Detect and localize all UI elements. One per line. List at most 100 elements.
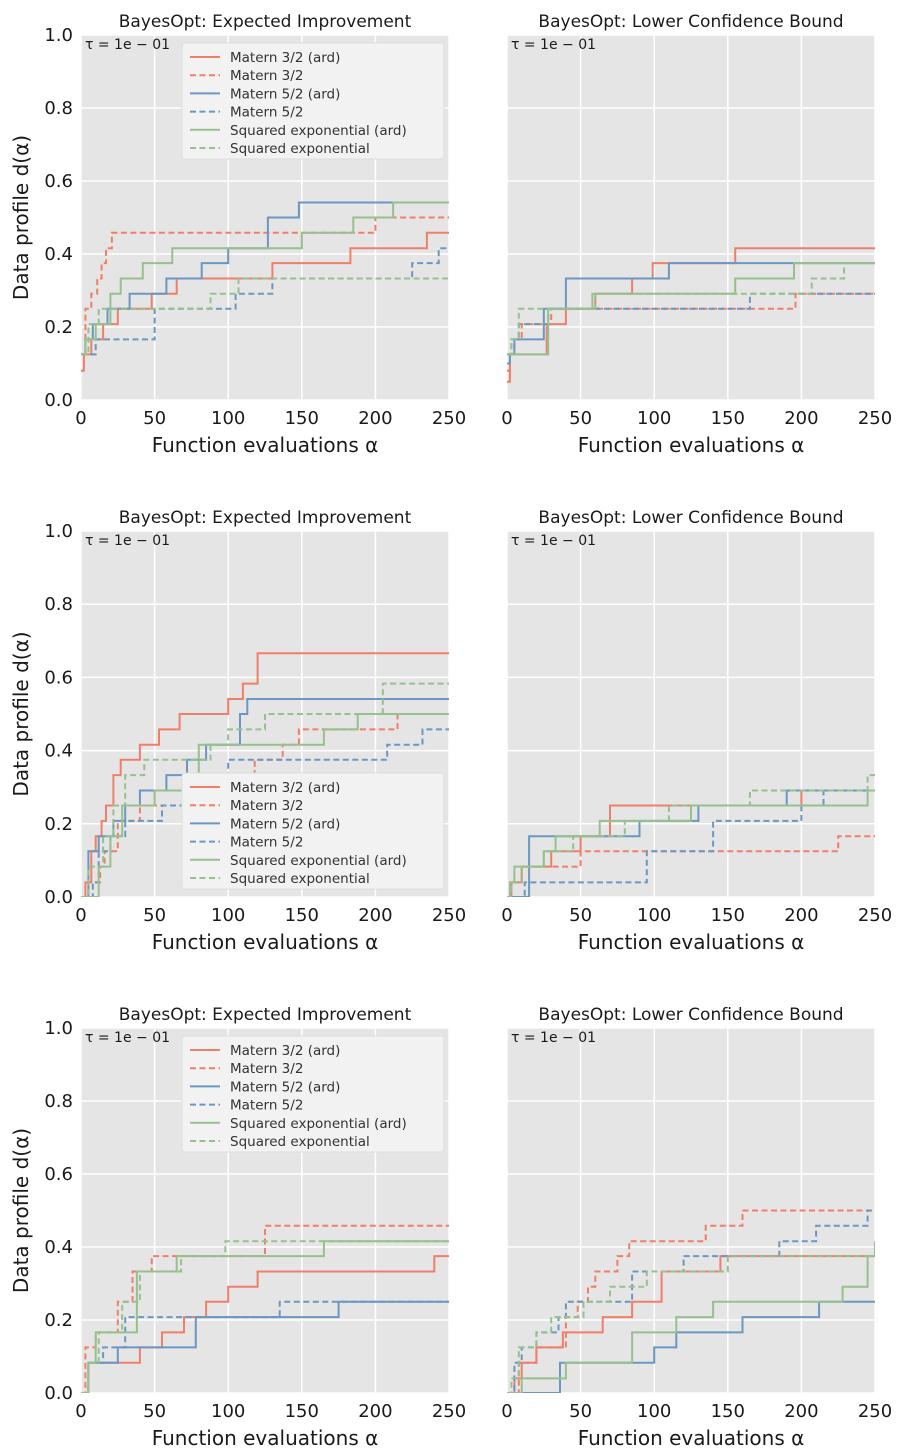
x-tick-label: 150 [285, 408, 319, 429]
x-tick-label: 200 [784, 905, 818, 926]
y-tick-label: 0.2 [44, 317, 73, 338]
legend-label: Squared exponential [230, 871, 370, 887]
legend-box [181, 1035, 445, 1153]
tau-annotation: τ = 1e − 01 [511, 1030, 596, 1046]
legend-label: Matern 5/2 (ard) [230, 816, 340, 832]
x-tick-label: 0 [501, 1401, 512, 1422]
x-axis-label: Function evaluations α [152, 433, 379, 457]
series-line-squared-exponential [81, 1240, 449, 1393]
y-tick-label: 0.2 [44, 814, 73, 835]
y-tick-label: 0.8 [44, 98, 73, 119]
x-tick-label: 100 [637, 408, 671, 429]
x-tick-label: 200 [358, 1401, 392, 1422]
x-axis-label: Function evaluations α [578, 1426, 805, 1450]
panel-2 [506, 34, 876, 401]
y-tick-label: 0.4 [44, 1237, 73, 1258]
y-tick-label: 1.0 [44, 1018, 73, 1039]
x-tick-label: 150 [711, 1401, 745, 1422]
x-tick-label: 100 [637, 905, 671, 926]
y-tick-label: 0.4 [44, 741, 73, 762]
y-tick-label: 0.8 [44, 594, 73, 615]
tau-annotation: τ = 1e − 01 [511, 533, 596, 549]
series-line-matern-3-2 [81, 1224, 449, 1393]
chart-title: BayesOpt: Lower Confidence Bound [538, 508, 843, 528]
x-tick-label: 250 [432, 1401, 466, 1422]
y-tick-label: 1.0 [44, 521, 73, 542]
series-line-squared-exponential-ard- [507, 1241, 875, 1393]
series-group [507, 247, 875, 383]
x-tick-label: 50 [569, 1401, 592, 1422]
y-tick-label: 0.6 [44, 171, 73, 192]
panel-6 [506, 1027, 876, 1394]
legend-label: Matern 3/2 (ard) [230, 1043, 340, 1059]
x-tick-label: 250 [432, 905, 466, 926]
y-tick-label: 0.0 [44, 1383, 73, 1404]
series-group [507, 774, 875, 897]
chart-title: BayesOpt: Expected Improvement [119, 12, 412, 32]
legend-label: Matern 3/2 [230, 1061, 303, 1077]
series-line-matern-5-2-ard- [507, 1300, 875, 1393]
x-tick-label: 0 [75, 905, 86, 926]
legend-label: Matern 5/2 [230, 835, 303, 851]
y-axis-label: Data profile d(α) [9, 135, 33, 300]
legend-label: Squared exponential [230, 1134, 370, 1150]
tau-annotation: τ = 1e − 01 [511, 37, 596, 53]
y-tick-label: 0.0 [44, 887, 73, 908]
series-line-squared-exponential [507, 1255, 875, 1393]
y-tick-label: 0.2 [44, 1310, 73, 1331]
legend-label: Squared exponential (ard) [230, 123, 407, 139]
x-axis-label: Function evaluations α [578, 433, 805, 457]
series-line-squared-exponential-ard- [507, 262, 875, 356]
x-tick-label: 0 [501, 905, 512, 926]
series-group [507, 1209, 875, 1393]
y-axis-label: Data profile d(α) [9, 1128, 33, 1293]
legend-label: Matern 5/2 (ard) [230, 1079, 340, 1095]
x-tick-label: 100 [211, 905, 245, 926]
plot-background [507, 531, 875, 897]
legend: Matern 3/2 (ard) Matern 3/2 Matern 5/2 (ar… [181, 42, 445, 160]
x-tick-label: 50 [569, 905, 592, 926]
legend-label: Matern 3/2 (ard) [230, 50, 340, 66]
legend-label: Matern 3/2 (ard) [230, 780, 340, 796]
series-group [81, 652, 449, 897]
y-axis-label: Data profile d(α) [9, 631, 33, 796]
x-tick-label: 250 [858, 1401, 892, 1422]
chart-title: BayesOpt: Lower Confidence Bound [538, 1005, 843, 1025]
tau-annotation: τ = 1e − 01 [85, 533, 170, 549]
x-tick-label: 50 [143, 408, 166, 429]
legend-label: Matern 3/2 [230, 68, 303, 84]
y-tick-label: 0.4 [44, 244, 73, 265]
y-tick-label: 0.6 [44, 667, 73, 688]
x-tick-label: 0 [75, 408, 86, 429]
x-axis-label: Function evaluations α [152, 1426, 379, 1450]
series-group [81, 201, 449, 372]
x-tick-label: 200 [358, 408, 392, 429]
legend-label: Matern 5/2 [230, 1098, 303, 1114]
legend-label: Matern 5/2 (ard) [230, 86, 340, 102]
x-tick-label: 50 [143, 1401, 166, 1422]
x-tick-label: 250 [432, 408, 466, 429]
series-line-squared-exponential-ard- [81, 201, 449, 356]
series-line-squared-exponential [507, 262, 875, 356]
x-tick-label: 250 [858, 408, 892, 429]
chart-title: BayesOpt: Lower Confidence Bound [538, 12, 843, 32]
y-tick-label: 0.0 [44, 390, 73, 411]
legend-box [181, 772, 445, 890]
x-tick-label: 0 [75, 1401, 86, 1422]
chart-title: BayesOpt: Expected Improvement [119, 508, 412, 528]
x-tick-label: 100 [211, 1401, 245, 1422]
legend: Matern 3/2 (ard) Matern 3/2 Matern 5/2 (ar… [181, 1035, 445, 1153]
x-tick-label: 250 [858, 905, 892, 926]
legend-label: Matern 3/2 [230, 798, 303, 814]
series-line-matern-5-2 [81, 247, 449, 356]
x-tick-label: 150 [711, 408, 745, 429]
x-tick-label: 0 [501, 408, 512, 429]
y-tick-label: 0.6 [44, 1164, 73, 1185]
panel-4 [506, 530, 876, 898]
x-axis-label: Function evaluations α [152, 930, 379, 954]
legend-box [181, 42, 445, 160]
legend-label: Squared exponential (ard) [230, 853, 407, 869]
x-tick-label: 150 [285, 905, 319, 926]
x-axis-label: Function evaluations α [578, 930, 805, 954]
x-tick-label: 150 [285, 1401, 319, 1422]
